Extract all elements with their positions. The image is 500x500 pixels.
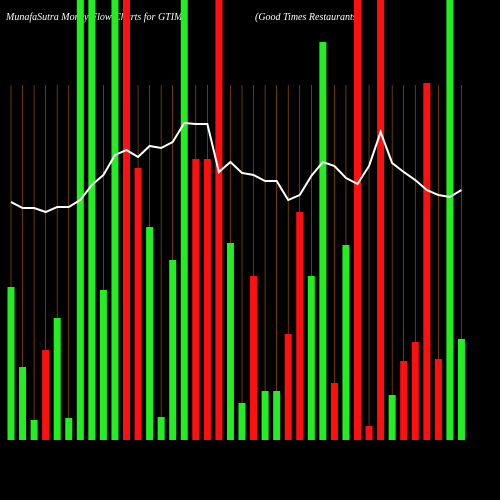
bar <box>446 0 454 440</box>
bar <box>157 417 165 440</box>
bar <box>99 290 107 440</box>
bar <box>19 367 27 440</box>
bar <box>146 227 154 440</box>
bar <box>319 42 327 440</box>
bar <box>377 0 385 440</box>
bar <box>203 159 211 440</box>
bar <box>354 0 361 440</box>
bar <box>400 361 408 440</box>
bar <box>261 391 269 440</box>
bar <box>238 403 246 440</box>
bar <box>192 159 200 440</box>
bar <box>65 418 73 440</box>
bar <box>284 334 292 440</box>
bar <box>30 420 38 440</box>
bar <box>296 212 304 440</box>
bar <box>88 0 96 440</box>
bar <box>411 342 419 440</box>
bar <box>307 276 315 440</box>
bar <box>342 245 350 440</box>
bar <box>180 0 188 440</box>
bar <box>42 350 50 440</box>
line <box>10 121 462 214</box>
bar <box>111 0 119 440</box>
bar <box>365 426 373 440</box>
bar <box>215 0 223 440</box>
bar <box>423 83 431 440</box>
bar <box>53 318 61 440</box>
bar <box>457 339 465 440</box>
bar <box>388 395 396 440</box>
bar <box>76 0 84 440</box>
bar <box>434 359 442 440</box>
bar <box>7 287 15 440</box>
bar <box>134 168 142 440</box>
bar <box>273 391 281 440</box>
bars <box>7 0 465 440</box>
bar <box>226 243 234 440</box>
bar <box>169 260 177 440</box>
line-layer <box>10 121 462 214</box>
bar <box>123 0 130 440</box>
bar <box>250 276 258 440</box>
bar <box>330 383 338 440</box>
chart-subtitle: (Good Times Restaurants <box>255 12 357 23</box>
